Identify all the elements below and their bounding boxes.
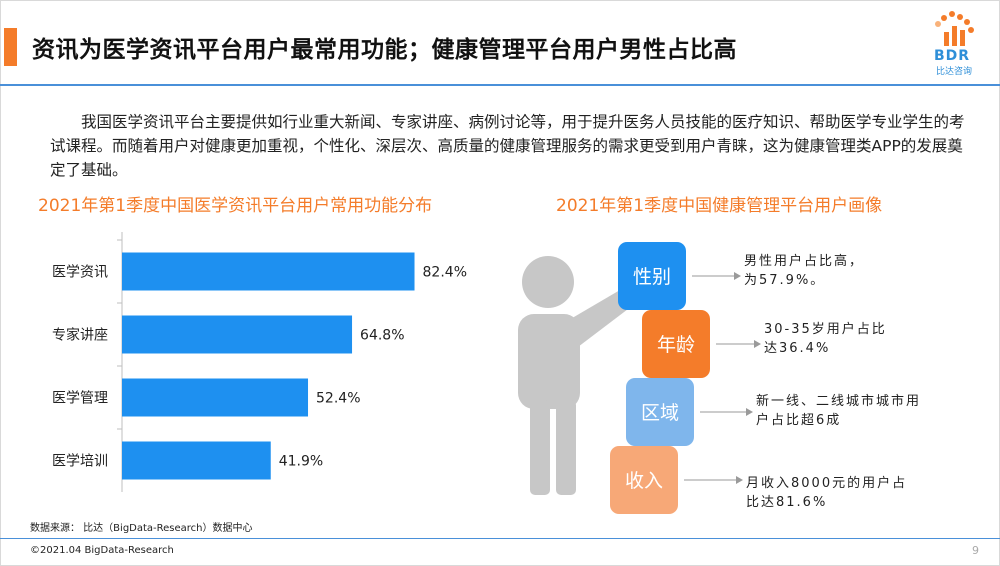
data-label: 64.8%: [360, 328, 404, 344]
persona-desc-line: 男性用户占比高，: [744, 254, 865, 269]
persona-desc-0: 男性用户占比高， 为57.9%。: [744, 252, 864, 290]
persona-box-label: 区域: [641, 402, 679, 424]
persona-desc-line: 30-35岁用户占比: [764, 322, 887, 337]
arrow-head-icon: [754, 340, 761, 348]
category-label: 医学资讯: [52, 265, 108, 281]
persona-desc-1: 30-35岁用户占比 达36.4%: [764, 320, 887, 358]
persona-desc-line: 为57.9%。: [744, 273, 826, 288]
bar-chart-title: 2021年第1季度中国医学资讯平台用户常用功能分布: [38, 196, 433, 216]
data-source-note: 数据来源： 比达（BigData-Research）数据中心: [30, 523, 253, 534]
title-accent-bar: [4, 28, 17, 66]
persona-desc-3: 月收入8000元的用户占 比达81.6%: [746, 474, 907, 512]
persona-desc-line: 达36.4%: [764, 341, 831, 356]
persona-box-label: 年龄: [657, 334, 695, 356]
persona-desc-line: 户占比超6成: [756, 413, 842, 428]
arrow-head-icon: [734, 272, 741, 280]
persona-desc-line: 比达81.6%: [746, 495, 828, 510]
persona-box-1: [642, 310, 710, 378]
page-title: 资讯为医学资讯平台用户最常用功能；健康管理平台用户男性占比高: [32, 37, 737, 63]
intro-paragraph: 我国医学资讯平台主要提供如行业重大新闻、专家讲座、病例讨论等，用于提升医务人员技…: [50, 113, 965, 179]
data-label: 82.4%: [423, 265, 467, 281]
data-label: 41.9%: [279, 454, 323, 470]
persona-box-3: [610, 446, 678, 514]
bar-1: [122, 315, 353, 354]
bar-3: [122, 441, 271, 480]
arrow-head-icon: [736, 476, 743, 484]
persona-box-label: 收入: [625, 470, 663, 492]
persona-box-label: 性别: [633, 266, 671, 288]
persona-desc-line: 新一线、二线城市城市用: [756, 394, 922, 409]
persona-desc-2: 新一线、二线城市城市用 户占比超6成: [756, 392, 921, 430]
footer-divider: [0, 538, 1000, 539]
persona-desc-line: 月收入8000元的用户占: [746, 476, 908, 491]
category-label: 医学管理: [52, 391, 108, 407]
logo-subtext: 比达咨询: [935, 67, 972, 77]
bar-2: [122, 378, 309, 417]
logo-brand: BDR: [933, 48, 971, 64]
person-figure-icon: [518, 256, 632, 495]
persona-title: 2021年第1季度中国健康管理平台用户画像: [556, 196, 883, 216]
copyright-text: ©2021.04 BigData-Research: [30, 545, 174, 556]
category-label: 专家讲座: [52, 327, 108, 344]
category-label: 医学培训: [52, 454, 108, 470]
data-label: 52.4%: [316, 391, 360, 407]
page-number: 9: [972, 544, 979, 557]
function-distribution-bar-chart: 医学资讯 82.4% 专家讲座 64.8% 医学管理 52.4% 医学培训 41.9%: [52, 232, 467, 492]
bar-0: [122, 252, 415, 291]
bdr-logo-icon: [935, 11, 974, 46]
persona-box-0: [618, 242, 686, 310]
persona-box-2: [626, 378, 694, 446]
arrow-head-icon: [746, 408, 753, 416]
title-divider: [0, 84, 1000, 86]
